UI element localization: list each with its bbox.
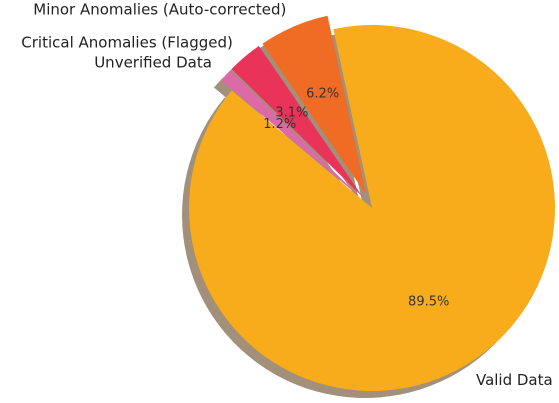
wedge [188,24,555,391]
value-label: 1.2% [263,117,296,132]
wedge [231,46,363,197]
wedge-layer [188,15,555,391]
wedge [220,70,362,199]
value-label: 89.5% [408,295,449,310]
slice-label: Valid Data [476,371,553,389]
value-label: 3.1% [275,105,308,120]
slice-label: Minor Anomalies (Auto-corrected) [33,0,286,18]
wedge [262,15,367,195]
slice-label: Critical Anomalies (Flagged) [21,33,233,51]
value-label: 6.2% [306,86,339,101]
slice-label: Unverified Data [94,54,212,72]
label-layer: Valid Data 89.5% Minor Anomalies (Auto-cor… [21,0,552,389]
